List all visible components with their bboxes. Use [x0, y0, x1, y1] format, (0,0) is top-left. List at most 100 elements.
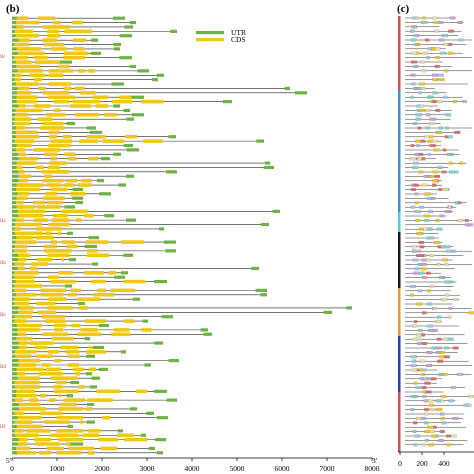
cds-block: [123, 279, 146, 284]
utr-block: [123, 143, 133, 148]
gene-row: [12, 354, 95, 359]
cds-block: [17, 91, 32, 95]
cds-block: [14, 231, 43, 236]
motif-box: [444, 245, 451, 249]
utr-block: [12, 258, 18, 262]
cds-block: [17, 328, 40, 332]
utr-block: [12, 170, 19, 174]
cds-block: [17, 51, 46, 56]
svg-text:IIa: IIa: [0, 219, 6, 224]
cds-block: [90, 279, 106, 284]
cds-block: [48, 222, 71, 227]
motif-box: [441, 421, 447, 425]
utr-block: [12, 20, 17, 25]
cds-block: [45, 231, 52, 236]
cds-block: [17, 442, 27, 446]
gene-row: [12, 130, 102, 135]
motif-box: [426, 351, 433, 354]
gene-row: [12, 200, 83, 205]
cds-block: [56, 451, 81, 455]
protein-row: [405, 342, 468, 345]
utr-block: [12, 376, 18, 380]
motif-box: [432, 91, 438, 95]
protein-row: [405, 324, 460, 328]
motif-box: [440, 430, 445, 433]
protein-row: [405, 73, 444, 77]
cds-block: [43, 244, 58, 249]
utr-block: [113, 42, 121, 47]
legend-cds-label: CDS: [231, 35, 246, 44]
svg-text:IIb: IIb: [0, 261, 6, 266]
gene-row: [12, 407, 137, 411]
gene-row: [12, 165, 274, 170]
cds-block: [93, 292, 115, 297]
utr-block: [12, 288, 15, 292]
cds-block: [59, 402, 77, 407]
cds-block: [14, 319, 27, 323]
cds-block: [64, 29, 93, 34]
utr-block: [67, 424, 73, 429]
cds-block: [17, 332, 26, 337]
protein-row: [405, 69, 472, 73]
motif-box: [446, 434, 451, 438]
cds-block: [85, 407, 93, 411]
utr-block: [12, 451, 17, 455]
cds-block: [80, 420, 83, 424]
utr-block: [114, 275, 125, 279]
gene-row: [12, 363, 151, 367]
cds-block: [17, 415, 42, 420]
cds-block: [16, 25, 24, 29]
cds-block: [16, 82, 39, 86]
cds-block: [17, 86, 30, 91]
protein-row: [405, 359, 469, 363]
motif-box: [413, 395, 418, 398]
utr-block: [112, 16, 125, 20]
motif-box: [454, 201, 459, 205]
cds-block: [102, 415, 111, 420]
cds-block: [18, 38, 30, 42]
cds-block: [39, 451, 52, 455]
utr-block: [12, 205, 17, 209]
protein-row: [405, 395, 474, 398]
motif-box: [424, 430, 430, 433]
motif-box: [417, 126, 422, 130]
legend-utr-swatch: [196, 31, 224, 35]
motif-box: [438, 21, 444, 24]
cds-block: [67, 292, 77, 297]
cds-block: [18, 437, 28, 442]
gene-row: [12, 328, 208, 332]
cds-block: [14, 262, 25, 266]
protein-row: [405, 302, 453, 306]
utr-block: [157, 416, 168, 420]
utr-block: [12, 275, 15, 279]
gene-row: [12, 451, 163, 455]
protein-row: [405, 91, 447, 95]
cds-block: [18, 178, 28, 183]
gene-row: [12, 178, 104, 183]
gene-row: [12, 257, 76, 262]
motif-box: [433, 148, 440, 152]
cds-block: [14, 314, 33, 319]
utr-block: [75, 200, 83, 205]
utr-block: [12, 165, 17, 170]
utr-block: [88, 236, 99, 240]
motif-box: [446, 153, 452, 156]
motif-box: [424, 38, 430, 42]
motif-box: [446, 443, 451, 447]
motif-box: [433, 21, 439, 24]
protein-row: [405, 113, 452, 117]
gene-row: [12, 161, 270, 165]
cds-block: [37, 86, 46, 91]
motif-box: [437, 166, 443, 170]
cds-block: [77, 332, 102, 337]
cds-block: [17, 69, 43, 73]
cds-block: [34, 104, 51, 108]
utr-block: [166, 398, 177, 402]
cds-block: [78, 306, 88, 310]
motif-box: [416, 144, 420, 148]
gene-row: [12, 336, 90, 341]
utr-block: [284, 86, 290, 91]
protein-row: [405, 254, 464, 258]
motif-box: [416, 104, 421, 108]
gene-row: [12, 332, 212, 337]
